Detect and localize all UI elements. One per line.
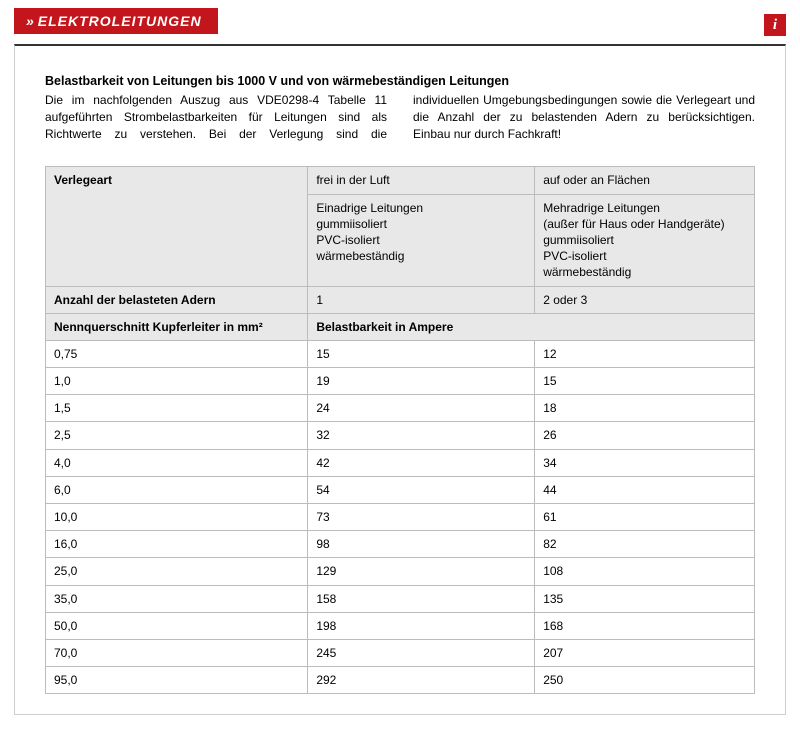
table-cell: 10,0 (46, 504, 308, 531)
table-cell: 44 (535, 476, 755, 503)
table-row: 10,07361 (46, 504, 755, 531)
chevron-icon: » (26, 13, 32, 29)
header-belastbarkeit: Belastbarkeit in Ampere (308, 313, 755, 340)
table-header-row: Verlegeart frei in der Luft auf oder an … (46, 167, 755, 194)
info-icon: i (764, 14, 786, 36)
table-cell: 73 (308, 504, 535, 531)
header-flaechen: auf oder an Flächen (535, 167, 755, 194)
table-cell: 50,0 (46, 612, 308, 639)
header-frei-luft: frei in der Luft (308, 167, 535, 194)
table-row: 0,751512 (46, 340, 755, 367)
table-row: 2,53226 (46, 422, 755, 449)
header-nennquerschnitt: Nennquerschnitt Kupferleiter in mm² (46, 313, 308, 340)
header-adern-2-3: 2 oder 3 (535, 286, 755, 313)
table-row: 16,09882 (46, 531, 755, 558)
table-cell: 26 (535, 422, 755, 449)
header-mehradrig: Mehradrige Leitungen (außer für Haus ode… (535, 194, 755, 286)
table-row: 70,0245207 (46, 639, 755, 666)
table-cell: 15 (308, 340, 535, 367)
top-bar: » ELEKTROLEITUNGEN i (14, 8, 786, 36)
table-cell: 250 (535, 667, 755, 694)
table-cell: 108 (535, 558, 755, 585)
table-cell: 2,5 (46, 422, 308, 449)
table-row: 1,01915 (46, 368, 755, 395)
table-cell: 135 (535, 585, 755, 612)
table-cell: 61 (535, 504, 755, 531)
header-verlegeart: Verlegeart (46, 167, 308, 286)
table-cell: 0,75 (46, 340, 308, 367)
table-row: 6,05444 (46, 476, 755, 503)
header-adern-1: 1 (308, 286, 535, 313)
load-capacity-table: Verlegeart frei in der Luft auf oder an … (45, 166, 755, 694)
table-header-row: Anzahl der belasteten Adern 1 2 oder 3 (46, 286, 755, 313)
table-cell: 42 (308, 449, 535, 476)
table-cell: 98 (308, 531, 535, 558)
table-cell: 12 (535, 340, 755, 367)
content-frame: Belastbarkeit von Leitungen bis 1000 V u… (14, 44, 786, 715)
table-cell: 1,5 (46, 395, 308, 422)
table-cell: 82 (535, 531, 755, 558)
table-cell: 1,0 (46, 368, 308, 395)
table-row: 4,04234 (46, 449, 755, 476)
table-row: 95,0292250 (46, 667, 755, 694)
section-header-tab: » ELEKTROLEITUNGEN (14, 8, 218, 34)
page: » ELEKTROLEITUNGEN i Belastbarkeit von Le… (0, 0, 800, 729)
table-row: 1,52418 (46, 395, 755, 422)
table-cell: 198 (308, 612, 535, 639)
table-cell: 4,0 (46, 449, 308, 476)
table-cell: 32 (308, 422, 535, 449)
table-row: 50,0198168 (46, 612, 755, 639)
table-cell: 168 (535, 612, 755, 639)
table-cell: 19 (308, 368, 535, 395)
table-cell: 34 (535, 449, 755, 476)
table-cell: 70,0 (46, 639, 308, 666)
table-cell: 207 (535, 639, 755, 666)
table-cell: 54 (308, 476, 535, 503)
table-header-row: Nennquerschnitt Kupferleiter in mm² Bela… (46, 313, 755, 340)
table-cell: 35,0 (46, 585, 308, 612)
table-cell: 292 (308, 667, 535, 694)
header-adern: Anzahl der belasteten Adern (46, 286, 308, 313)
table-cell: 18 (535, 395, 755, 422)
table-cell: 16,0 (46, 531, 308, 558)
table-cell: 95,0 (46, 667, 308, 694)
table-cell: 25,0 (46, 558, 308, 585)
table-cell: 158 (308, 585, 535, 612)
table-cell: 24 (308, 395, 535, 422)
table-row: 25,0129108 (46, 558, 755, 585)
table-row: 35,0158135 (46, 585, 755, 612)
table-cell: 15 (535, 368, 755, 395)
table-cell: 245 (308, 639, 535, 666)
table-cell: 129 (308, 558, 535, 585)
header-einadrig: Einadrige Leitungen gummiisoliert PVC-is… (308, 194, 535, 286)
section-title: ELEKTROLEITUNGEN (38, 13, 202, 29)
intro-title: Belastbarkeit von Leitungen bis 1000 V u… (45, 74, 755, 88)
table-cell: 6,0 (46, 476, 308, 503)
intro-text: Die im nachfolgenden Auszug aus VDE0298-… (45, 92, 755, 142)
